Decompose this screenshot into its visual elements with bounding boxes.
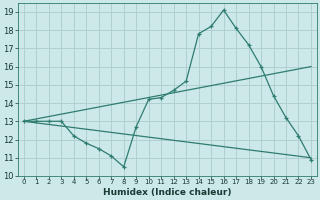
X-axis label: Humidex (Indice chaleur): Humidex (Indice chaleur) bbox=[103, 188, 232, 197]
